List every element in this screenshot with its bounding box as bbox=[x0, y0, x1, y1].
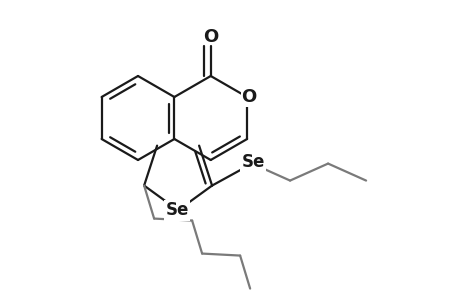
Text: Se: Se bbox=[241, 153, 264, 171]
Text: O: O bbox=[241, 88, 256, 106]
Text: Se: Se bbox=[165, 201, 188, 219]
Text: O: O bbox=[203, 28, 218, 46]
